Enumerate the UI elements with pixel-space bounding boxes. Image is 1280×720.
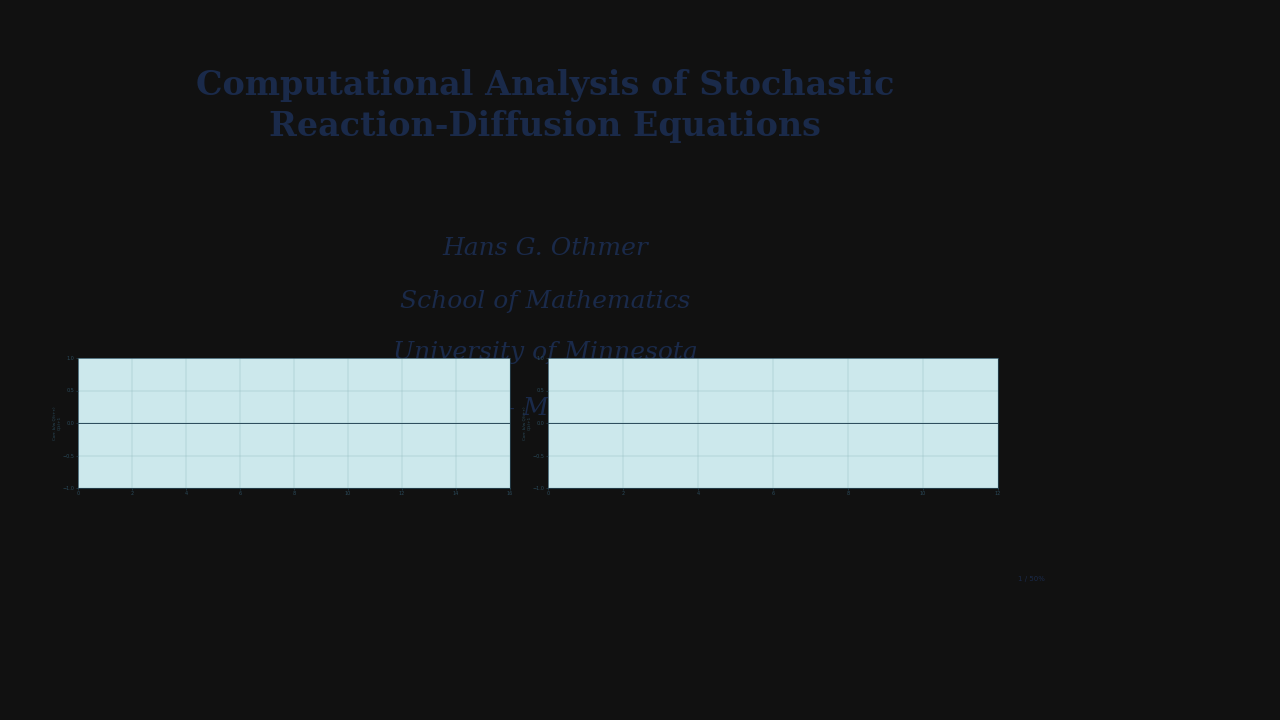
- Text: 1 / 50%: 1 / 50%: [1018, 575, 1044, 582]
- Text: University of Minnesota: University of Minnesota: [393, 341, 698, 364]
- Text: School of Mathematics: School of Mathematics: [399, 290, 690, 313]
- Text: IMA – May 2013: IMA – May 2013: [440, 397, 649, 420]
- Text: Computational Analysis of Stochastic
Reaction-Diffusion Equations: Computational Analysis of Stochastic Rea…: [196, 69, 895, 143]
- Y-axis label: Corr. b/w Q(t+τ)
Q(t)+1: Corr. b/w Q(t+τ) Q(t)+1: [52, 406, 61, 440]
- Y-axis label: Corr. b/w Q(t+τ)
Q(t)+1: Corr. b/w Q(t+τ) Q(t)+1: [522, 406, 531, 440]
- Text: Hans G. Othmer: Hans G. Othmer: [442, 237, 648, 260]
